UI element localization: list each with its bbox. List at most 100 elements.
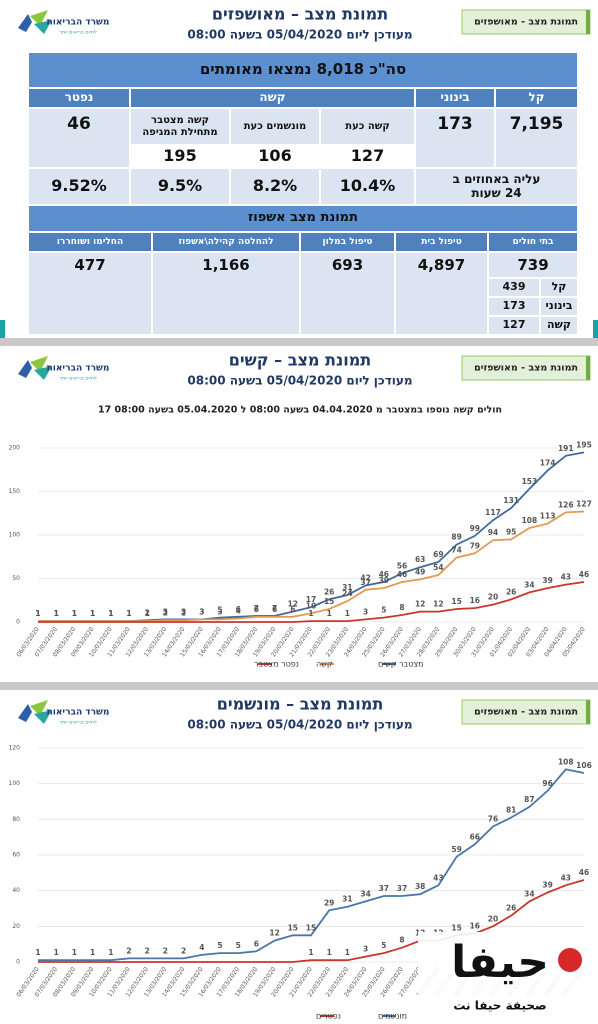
watermark-bg	[418, 932, 594, 1020]
data-label: 6	[254, 605, 259, 614]
data-label: 108	[522, 516, 538, 525]
data-label: 20	[488, 593, 498, 602]
data-label: 39	[379, 576, 389, 585]
table-cell: קשה מצטבר מתחילת המגיפה	[130, 108, 230, 145]
data-label: 63	[415, 555, 425, 564]
data-label: 56	[397, 561, 407, 570]
data-label: 34	[360, 889, 370, 898]
data-label: 43	[433, 873, 443, 882]
data-label: 76	[488, 814, 498, 823]
data-label: 1	[72, 609, 77, 618]
data-label: 1	[54, 609, 59, 618]
logo-shape	[30, 356, 48, 372]
data-label: 1	[108, 609, 113, 618]
watermark-name: حيفا	[451, 937, 549, 988]
data-label: 54	[433, 563, 443, 572]
panel	[0, 346, 598, 682]
data-label: 1	[308, 948, 313, 957]
data-label: 81	[506, 806, 516, 815]
data-label: 46	[379, 570, 389, 579]
legend-label: מונשמים	[378, 1012, 407, 1021]
table-cell: 10.4%	[320, 168, 415, 205]
data-label: 24	[342, 589, 352, 598]
table-cell: מונשמים כעת	[230, 108, 320, 145]
table-cell: קשה	[130, 88, 415, 108]
tag: תמונת מצב - מאושפזים	[474, 363, 578, 374]
subtitle: מעודכן ליום 05/04/2020 בשעה 08:00	[187, 28, 412, 42]
table-cell: בינוני	[540, 297, 578, 316]
data-label: 46	[579, 868, 589, 877]
table-cell: קל	[495, 88, 578, 108]
series-line	[38, 879, 585, 963]
table-cell: 4,897	[395, 252, 488, 335]
data-label: 1	[90, 609, 95, 618]
logo-shape	[18, 704, 32, 722]
data-label: 5	[217, 941, 222, 950]
data-label: 34	[524, 580, 534, 589]
table-cell: 127	[488, 316, 540, 335]
data-label: 96	[542, 779, 552, 788]
data-label: 99	[470, 524, 480, 533]
data-label: 15	[306, 923, 316, 932]
data-label: 5	[217, 606, 222, 615]
data-label: 195	[576, 440, 592, 449]
y-tick-label: 60	[12, 852, 20, 859]
y-tick-label: 120	[9, 745, 21, 752]
data-label: 3	[199, 607, 204, 616]
data-label: 1	[35, 609, 40, 618]
table-cell: קשה כעת	[320, 108, 415, 145]
data-label: 12	[288, 600, 298, 609]
tag: תמונת מצב - מאושפזים	[474, 707, 578, 718]
data-label: 74	[451, 546, 461, 555]
data-label: 5	[381, 606, 386, 615]
data-label: 49	[415, 567, 425, 576]
data-label: 191	[558, 444, 574, 453]
data-label: 31	[342, 895, 352, 904]
data-label: 7	[272, 604, 277, 613]
subtitle: מעודכן ליום 05/04/2020 בשעה 08:00	[187, 374, 412, 388]
data-label: 59	[451, 845, 461, 854]
data-label: 6	[290, 605, 295, 614]
data-label: 87	[524, 795, 534, 804]
table-cell: 8.2%	[230, 168, 320, 205]
data-label: 1	[327, 609, 332, 618]
y-tick-label: 100	[9, 532, 21, 539]
tag-box	[461, 355, 591, 381]
table-cell: סה"כ 8,018 נמצאו מאומתים	[28, 52, 578, 88]
data-label: 1	[308, 609, 313, 618]
data-label: 1	[145, 609, 150, 618]
table-cell: 46	[28, 108, 130, 168]
tag-bar	[586, 10, 590, 34]
data-label: 26	[506, 587, 516, 596]
edge-stripe	[0, 320, 5, 338]
data-label: 1	[90, 609, 95, 618]
logo-shape	[34, 366, 52, 380]
logo: משרד הבריאות לחיים בריאים יותר	[18, 356, 109, 382]
data-label: 6	[254, 939, 259, 948]
data-label: 42	[360, 573, 370, 582]
data-label: 37	[397, 884, 407, 893]
logo-tagline: לחיים בריאים יותר	[59, 720, 97, 726]
y-tick-label: 50	[12, 575, 20, 582]
data-label: 2	[126, 946, 131, 955]
logo-tagline: לחיים בריאים יותר	[59, 376, 97, 382]
data-label: 4	[199, 943, 204, 952]
data-label: 1	[72, 609, 77, 618]
logo-shape	[34, 710, 52, 724]
data-label: 153	[522, 477, 538, 486]
data-label: 12	[415, 600, 425, 609]
data-label: 15	[324, 597, 334, 606]
table-cell: 9.52%	[28, 168, 130, 205]
table-cell: 7,195	[495, 108, 578, 168]
data-label: 12	[433, 600, 443, 609]
data-label: 8	[399, 936, 404, 945]
data-label: 2	[145, 946, 150, 955]
logo-shape	[30, 10, 48, 26]
tag-bar	[586, 700, 590, 724]
annotation: חולים קשה נוספו במצטבר מ 04.04.2020 בשעה…	[98, 405, 502, 416]
data-label: 1	[126, 609, 131, 618]
data-label: 1	[35, 609, 40, 618]
logo-shape	[18, 360, 32, 378]
data-label: 34	[524, 889, 534, 898]
data-label: 8	[399, 603, 404, 612]
